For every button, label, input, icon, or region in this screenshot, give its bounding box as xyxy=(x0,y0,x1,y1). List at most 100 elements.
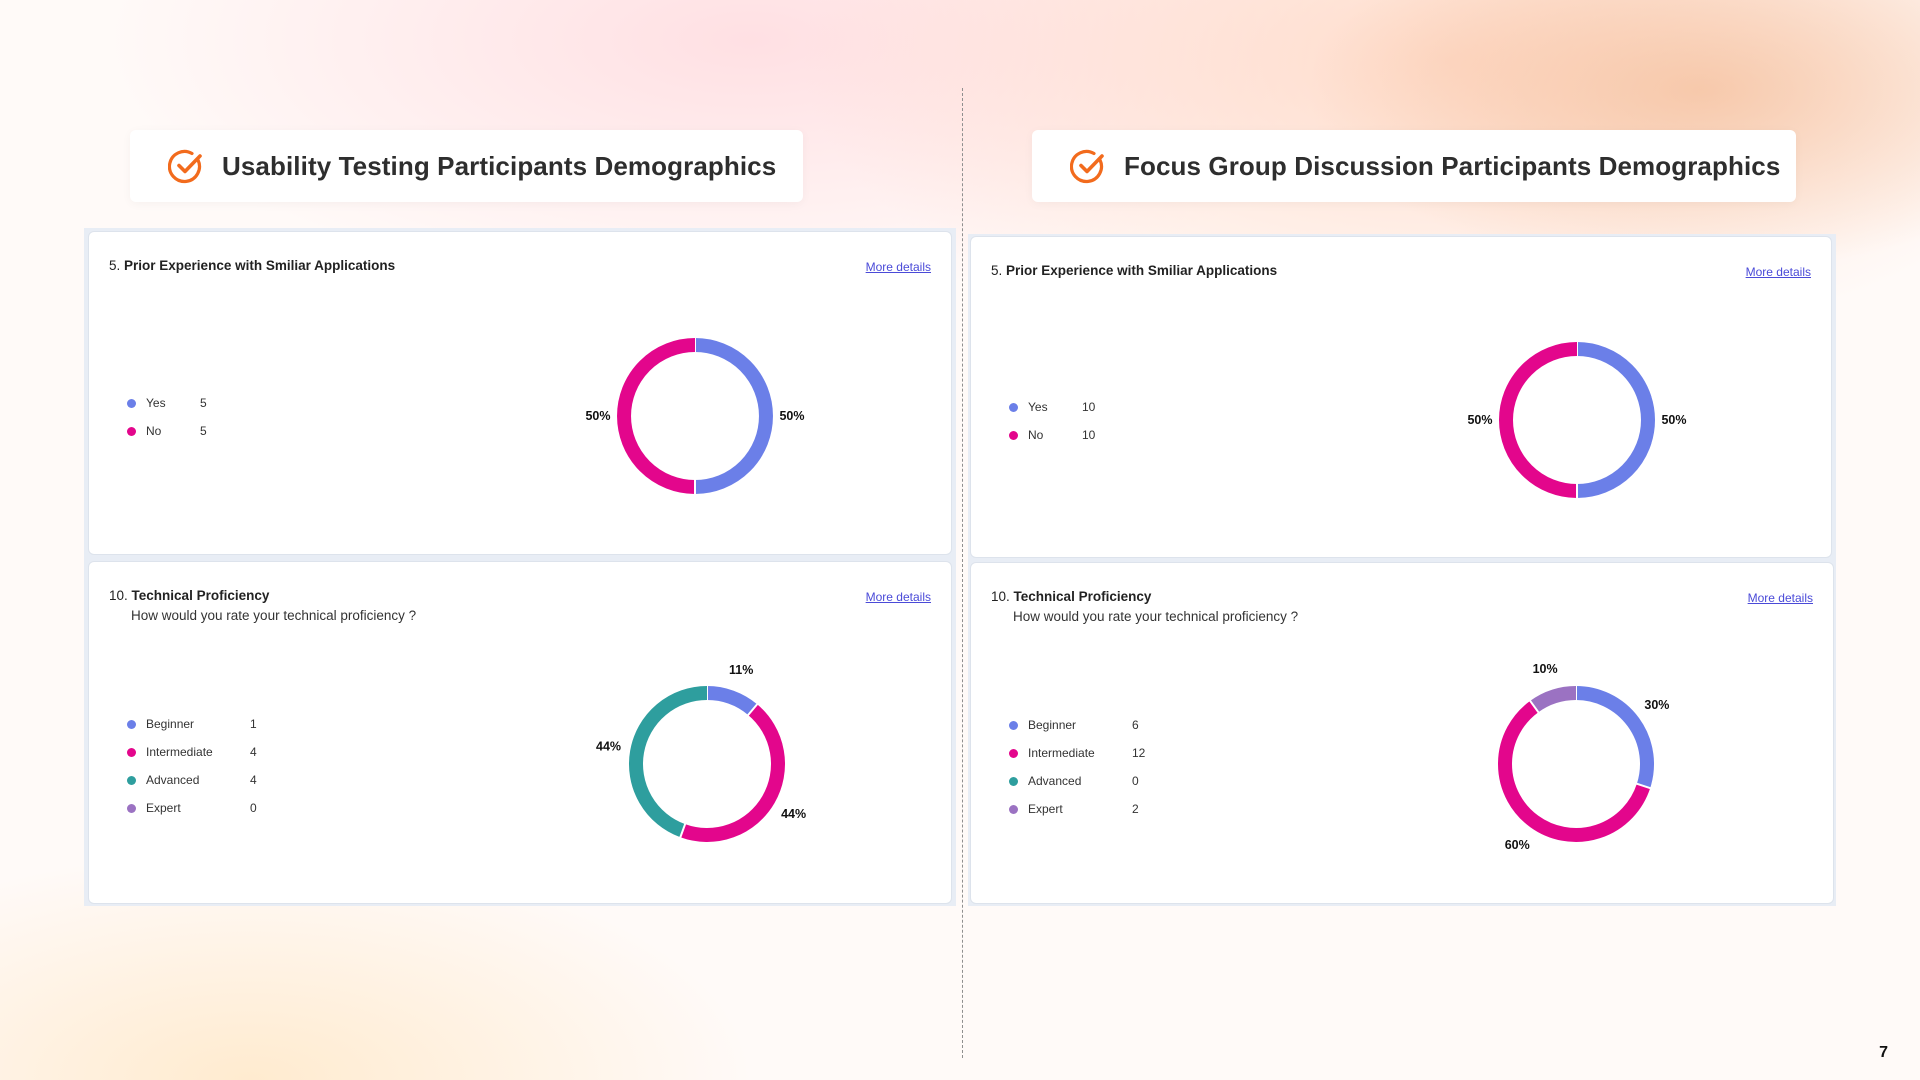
legend-item: Intermediate 12 xyxy=(1009,739,1145,767)
donut-chart: 50% 50% xyxy=(585,337,805,495)
donut-chart: 50% 50% xyxy=(1467,341,1687,499)
legend-value: 12 xyxy=(1132,746,1146,760)
chart-card-prior-experience: 5. Prior Experience with Smiliar Applica… xyxy=(88,231,952,555)
legend-label: Advanced xyxy=(146,773,200,787)
slice-percent-label: 50% xyxy=(779,409,804,423)
more-details-link[interactable]: More details xyxy=(865,590,931,604)
chart-legend: Yes 5 No 5 xyxy=(127,389,207,445)
slice-separator xyxy=(679,822,687,839)
legend-value: 4 xyxy=(250,773,257,787)
legend-item: Beginner 1 xyxy=(127,710,257,738)
legend-item: Advanced 0 xyxy=(1009,767,1145,795)
legend-item: No 5 xyxy=(127,417,207,445)
legend-label: No xyxy=(146,424,162,438)
legend-swatch xyxy=(1009,748,1018,758)
legend-item: Yes 10 xyxy=(1009,393,1095,421)
slice-percent-label: 30% xyxy=(1644,698,1669,712)
legend-label: Expert xyxy=(146,801,181,815)
section-title-text: Usability Testing Participants Demograph… xyxy=(222,150,777,181)
more-details-link[interactable]: More details xyxy=(1747,591,1813,605)
legend-swatch xyxy=(127,426,136,436)
legend-label: Yes xyxy=(1028,400,1048,414)
chart-card-prior-experience: 5. Prior Experience with Smiliar Applica… xyxy=(970,236,1832,558)
more-details-link[interactable]: More details xyxy=(1745,265,1811,279)
legend-swatch xyxy=(127,747,136,757)
legend-value: 10 xyxy=(1082,400,1096,414)
legend-value: 6 xyxy=(1132,718,1139,732)
legend-item: No 10 xyxy=(1009,421,1095,449)
chart-legend: Yes 10 No 10 xyxy=(1009,393,1095,449)
question-title: 10. Technical Proficiency xyxy=(109,588,270,603)
slice-percent-label: 60% xyxy=(1505,838,1530,852)
legend-swatch xyxy=(1009,402,1018,412)
question-title: 5. Prior Experience with Smiliar Applica… xyxy=(109,258,396,273)
legend-swatch xyxy=(1009,776,1018,786)
section-divider xyxy=(962,88,963,1058)
question-subtitle: How would you rate your technical profic… xyxy=(131,608,417,623)
legend-item: Beginner 6 xyxy=(1009,711,1145,739)
donut-slice-yes xyxy=(694,338,773,494)
legend-label: Advanced xyxy=(1028,774,1082,788)
donut-slice-intermediate xyxy=(680,704,785,842)
legend-swatch xyxy=(1009,804,1018,814)
legend-swatch xyxy=(127,398,136,408)
legend-value: 10 xyxy=(1082,428,1096,442)
legend-label: Intermediate xyxy=(1028,746,1095,760)
legend-value: 4 xyxy=(250,745,257,759)
slice-percent-label: 50% xyxy=(1661,413,1686,427)
legend-value: 1 xyxy=(250,717,257,731)
legend-value: 0 xyxy=(250,801,257,815)
donut-chart: 30% 60% 10% xyxy=(1498,662,1669,852)
legend-label: Yes xyxy=(146,396,166,410)
chart-card-technical-proficiency: 10. Technical Proficiency How would you … xyxy=(88,561,952,904)
check-circle-icon xyxy=(168,149,202,184)
question-title: 10. Technical Proficiency xyxy=(991,589,1152,604)
legend-swatch xyxy=(127,719,136,729)
slice-percent-label: 44% xyxy=(781,807,806,821)
section-title-focus-group: Focus Group Discussion Participants Demo… xyxy=(1032,130,1796,202)
legend-item: Expert 2 xyxy=(1009,795,1145,823)
legend-swatch xyxy=(1009,720,1018,730)
section-title-usability: Usability Testing Participants Demograph… xyxy=(130,130,803,202)
legend-swatch xyxy=(127,803,136,813)
legend-item: Intermediate 4 xyxy=(127,738,257,766)
slice-separator xyxy=(1528,699,1540,714)
question-subtitle: How would you rate your technical profic… xyxy=(1013,609,1299,624)
legend-label: Intermediate xyxy=(146,745,213,759)
question-title: 5. Prior Experience with Smiliar Applica… xyxy=(991,263,1278,278)
slice-percent-label: 44% xyxy=(596,740,621,754)
more-details-link[interactable]: More details xyxy=(865,260,931,274)
section-title-text: Focus Group Discussion Participants Demo… xyxy=(1124,150,1781,181)
legend-value: 2 xyxy=(1132,802,1139,816)
legend-label: Expert xyxy=(1028,802,1063,816)
legend-swatch xyxy=(1009,430,1018,440)
chart-legend: Beginner 6 Intermediate 12 Advanced 0 Ex… xyxy=(1009,711,1145,823)
donut-slice-advanced xyxy=(629,686,708,838)
donut-slice-beginner xyxy=(706,686,758,716)
slice-separator xyxy=(746,702,759,717)
legend-label: Beginner xyxy=(1028,718,1077,732)
legend-label: Beginner xyxy=(146,717,195,731)
chart-card-technical-proficiency: 10. Technical Proficiency How would you … xyxy=(970,562,1834,904)
slice-percent-label: 11% xyxy=(729,663,753,677)
slice-separator xyxy=(1635,782,1652,790)
legend-item: Advanced 4 xyxy=(127,766,257,794)
slice-percent-label: 50% xyxy=(585,409,610,423)
check-circle-icon xyxy=(1070,149,1104,184)
donut-slice-no xyxy=(617,338,696,494)
slice-percent-label: 10% xyxy=(1533,662,1558,676)
donut-slice-intermediate xyxy=(1498,700,1651,842)
page-number: 7 xyxy=(1879,1044,1888,1061)
legend-item: Yes 5 xyxy=(127,389,207,417)
chart-legend: Beginner 1 Intermediate 4 Advanced 4 Exp… xyxy=(127,710,257,822)
legend-value: 0 xyxy=(1132,774,1139,788)
legend-swatch xyxy=(127,775,136,785)
legend-value: 5 xyxy=(200,396,207,410)
donut-slice-yes xyxy=(1576,342,1655,498)
donut-slice-beginner xyxy=(1575,686,1654,789)
legend-item: Expert 0 xyxy=(127,794,257,822)
donut-slice-expert xyxy=(1530,686,1577,713)
legend-label: No xyxy=(1028,428,1044,442)
legend-value: 5 xyxy=(200,424,207,438)
donut-slice-no xyxy=(1499,342,1578,498)
